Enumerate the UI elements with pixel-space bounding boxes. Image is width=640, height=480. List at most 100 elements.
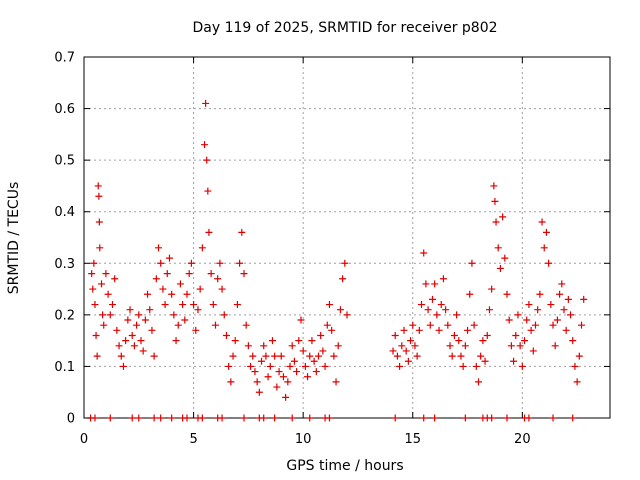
data-point — [201, 141, 209, 149]
data-point — [242, 321, 250, 329]
data-point — [308, 337, 316, 345]
data-point — [573, 378, 581, 386]
data-point — [106, 311, 114, 319]
data-point — [428, 295, 436, 303]
data-point — [525, 301, 533, 309]
data-point — [288, 414, 296, 422]
data-point — [203, 156, 211, 164]
data-point — [310, 357, 318, 365]
data-point — [301, 362, 309, 370]
data-point — [220, 311, 228, 319]
data-point — [183, 414, 191, 422]
data-point — [339, 275, 347, 283]
data-point — [580, 295, 588, 303]
data-point — [216, 259, 224, 267]
data-point — [229, 352, 237, 360]
y-tick-label: 0.7 — [54, 51, 75, 66]
data-point — [571, 362, 579, 370]
x-tick-label: 10 — [295, 432, 312, 447]
data-point — [95, 192, 103, 200]
data-point — [496, 264, 504, 272]
data-point — [233, 301, 241, 309]
y-tick-label: 0 — [67, 412, 75, 427]
data-point — [488, 414, 496, 422]
data-point — [475, 378, 482, 386]
data-point — [321, 362, 329, 370]
data-point — [479, 337, 487, 345]
data-point — [439, 275, 447, 283]
data-point — [424, 306, 432, 314]
data-point — [297, 316, 305, 324]
data-point — [130, 342, 138, 350]
data-point — [249, 352, 257, 360]
data-point — [209, 301, 217, 309]
data-point — [260, 414, 268, 422]
data-point — [488, 285, 496, 293]
data-point — [431, 414, 439, 422]
data-point — [135, 414, 143, 422]
data-point — [279, 373, 287, 381]
data-point — [91, 414, 99, 422]
x-tick-label: 20 — [514, 432, 531, 447]
data-point — [446, 342, 454, 350]
data-point — [181, 316, 189, 324]
data-point — [99, 311, 107, 319]
data-point — [503, 290, 511, 298]
data-point — [282, 393, 290, 401]
data-point — [163, 270, 171, 278]
data-point — [266, 362, 274, 370]
data-point — [485, 306, 493, 314]
data-point — [106, 414, 114, 422]
data-point — [146, 306, 154, 314]
data-point — [420, 414, 428, 422]
data-point — [516, 342, 524, 350]
data-point — [334, 342, 342, 350]
data-point — [108, 301, 116, 309]
data-point — [227, 378, 235, 386]
data-point — [113, 326, 121, 334]
data-point — [295, 337, 303, 345]
data-point — [455, 337, 463, 345]
data-point — [312, 368, 320, 376]
data-point — [492, 218, 500, 226]
data-point — [404, 357, 412, 365]
data-point — [144, 290, 152, 298]
data-point — [494, 244, 502, 252]
data-point — [161, 301, 169, 309]
data-point — [450, 331, 458, 339]
x-tick-label: 0 — [80, 432, 88, 447]
data-point — [100, 321, 108, 329]
data-point — [284, 378, 292, 386]
data-point — [389, 347, 397, 355]
data-point — [459, 362, 467, 370]
data-point — [218, 285, 226, 293]
chart-title: Day 119 of 2025, SRMTID for receiver p80… — [192, 20, 497, 36]
data-point — [514, 311, 522, 319]
data-point — [212, 321, 219, 329]
data-point — [549, 414, 557, 422]
data-point — [523, 316, 531, 324]
data-point — [170, 311, 178, 319]
data-point — [391, 331, 399, 339]
data-point — [299, 347, 307, 355]
data-point — [420, 249, 428, 257]
data-point — [501, 254, 509, 262]
data-point — [179, 301, 187, 309]
data-point — [540, 244, 548, 252]
data-point — [464, 326, 472, 334]
data-point — [558, 280, 566, 288]
grid — [84, 57, 610, 418]
x-axis-title: GPS time / hours — [286, 458, 403, 474]
data-point — [556, 290, 564, 298]
data-point — [525, 414, 533, 422]
data-point — [244, 342, 252, 350]
data-point — [415, 326, 423, 334]
data-point — [578, 321, 586, 329]
data-point — [393, 352, 401, 360]
data-point — [271, 414, 279, 422]
data-point — [290, 357, 298, 365]
data-point — [194, 306, 202, 314]
data-point — [453, 311, 461, 319]
data-point — [90, 259, 98, 267]
y-tick-label: 0.3 — [54, 257, 75, 272]
